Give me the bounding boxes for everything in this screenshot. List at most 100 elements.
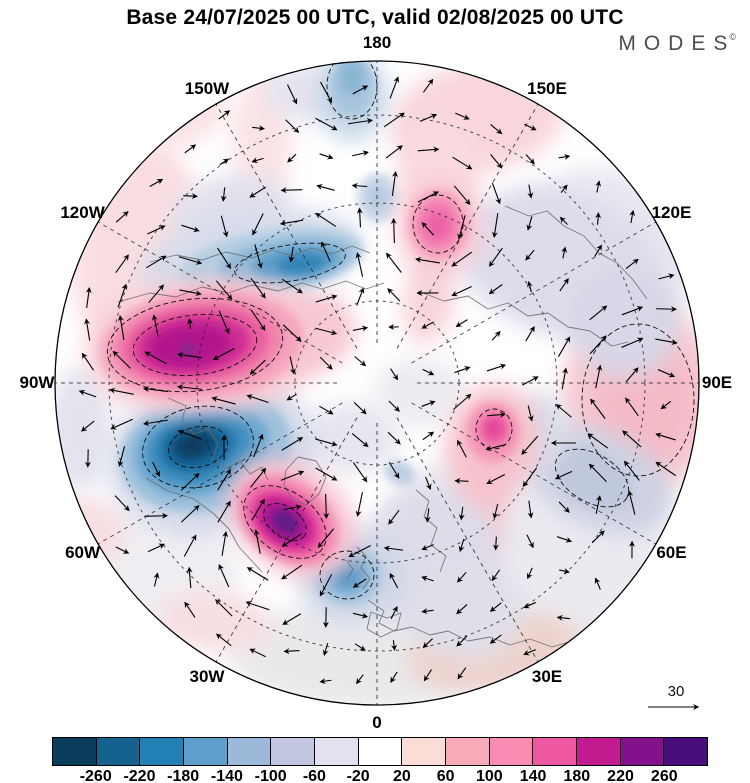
wind-vector-arrow — [351, 182, 368, 189]
meridian-label-90e: 90E — [701, 373, 733, 392]
wind-vector-arrow — [486, 363, 507, 372]
wind-vector-arrow — [561, 246, 568, 259]
anomaly-blob — [336, 567, 356, 585]
coastline — [366, 611, 402, 638]
coastline — [417, 290, 629, 347]
modes-logo: MODES© — [618, 32, 736, 56]
wind-vector-arrow — [319, 405, 334, 415]
coastline — [356, 546, 371, 590]
wind-vector-arrow — [389, 572, 399, 589]
modes-logo-text: MODES — [618, 32, 736, 55]
wind-vector-arrow — [491, 182, 501, 205]
colorbar-tick-labels: -260 -220 -180 -140 -100 -60 -20 20 60 100 140 180 2… — [52, 768, 708, 783]
wind-vector-arrow — [387, 431, 401, 445]
wind-vector-arrow — [180, 472, 200, 491]
wind-vector-arrow — [388, 400, 400, 412]
anomaly-blob — [180, 435, 206, 455]
coastline — [415, 489, 447, 573]
wind-vector-arrow — [559, 278, 569, 292]
wind-vector-arrow — [146, 255, 167, 269]
wind-vector-arrow — [589, 305, 608, 321]
colorbar-cell — [227, 738, 271, 765]
wind-vector-arrow — [319, 356, 333, 370]
wind-vector-arrow — [253, 529, 261, 554]
wind-vector-arrow — [451, 285, 472, 297]
wind-vector-arrow — [316, 184, 335, 191]
wind-vector-arrow — [217, 468, 231, 491]
anomaly-contour — [142, 405, 254, 489]
wind-vector-arrow — [422, 638, 433, 649]
wind-vector-arrow — [353, 402, 367, 415]
colorbar-cell — [620, 738, 664, 765]
colorbar-cell — [315, 738, 358, 765]
wind-vector-arrow — [526, 216, 533, 231]
wind-vector-arrow — [215, 599, 233, 617]
wind-vector-arrow — [315, 327, 338, 336]
colorbar-tick-label: -180 — [167, 768, 200, 783]
wind-vector-arrow — [390, 671, 398, 683]
colorbar-tick-label: -20 — [346, 768, 370, 783]
wind-vector-arrow — [453, 393, 472, 410]
anomaly-blob — [427, 212, 449, 238]
meridian-label-60e: 60E — [656, 543, 687, 562]
anomaly-blob — [368, 185, 388, 209]
colorbar-tick-label: 20 — [392, 768, 411, 783]
map-field — [55, 61, 699, 705]
wind-vector-arrow — [84, 318, 91, 341]
wind-vector-arrow — [421, 608, 434, 615]
wind-vector-arrow — [252, 213, 264, 236]
wind-vector-arrow — [559, 216, 568, 225]
wind-vector-arrow — [211, 396, 236, 405]
wind-vector-arrow — [660, 400, 671, 410]
wind-vector-arrow — [457, 215, 466, 240]
wind-vector-arrow — [621, 337, 644, 348]
wind-vector-arrow — [322, 642, 329, 656]
wind-vector-arrow — [85, 286, 92, 308]
wind-vector-arrow — [625, 258, 639, 269]
wind-vector-arrow — [526, 567, 533, 580]
wind-vector-arrow — [179, 289, 202, 297]
wind-vector-arrow — [390, 606, 398, 620]
wind-vector-arrow — [525, 249, 535, 261]
wind-vector-arrow — [491, 330, 501, 341]
wind-vector-arrow — [554, 470, 573, 480]
wind-vector-arrow — [623, 460, 640, 481]
copyright-mark: © — [729, 32, 736, 42]
wind-vector-arrow — [250, 309, 266, 331]
colorbar-cell — [140, 738, 184, 765]
wind-vector-arrow — [282, 613, 302, 625]
meridian-label-30w: 30W — [189, 667, 225, 687]
wind-vector-arrow — [425, 476, 432, 491]
wind-vector-arrow — [348, 117, 373, 125]
wind-vector-arrow — [212, 348, 235, 360]
colorbar-cells — [52, 737, 708, 766]
coastline — [283, 456, 327, 506]
wind-vector-arrow — [455, 319, 468, 328]
wind-vector-arrow — [355, 252, 364, 277]
wind-vector-arrow — [250, 467, 267, 488]
wind-vector-arrow — [523, 601, 536, 609]
wind-vector-arrow — [218, 310, 230, 335]
wind-vector-arrow — [560, 184, 568, 193]
meridian-label-150e: 150E — [527, 78, 567, 98]
map-boundary-circle — [54, 60, 700, 706]
wind-vector-arrow — [558, 153, 571, 160]
meridian-label-120w: 120W — [60, 203, 105, 222]
wind-vector-arrow — [281, 533, 302, 547]
wind-vector-arrow — [315, 294, 338, 303]
wind-vector-arrow — [115, 211, 129, 223]
meridian-line — [411, 402, 657, 545]
wind-vector-arrow — [218, 563, 230, 588]
figure-title: Base 24/07/2025 00 UTC, valid 02/08/2025… — [126, 6, 624, 29]
wind-vector-arrow — [595, 495, 602, 514]
meridian-line — [396, 103, 539, 349]
anomaly-blob — [304, 402, 400, 474]
wind-vector-arrow — [621, 306, 644, 316]
wind-vector-arrow — [315, 117, 338, 131]
wind-vector-arrow — [217, 500, 231, 523]
wind-vector-arrow — [315, 438, 338, 447]
wind-vector-arrow — [561, 367, 568, 390]
wind-vector-arrow — [178, 256, 203, 265]
anomaly-contour — [475, 408, 513, 450]
wind-vector-arrow — [184, 144, 197, 154]
